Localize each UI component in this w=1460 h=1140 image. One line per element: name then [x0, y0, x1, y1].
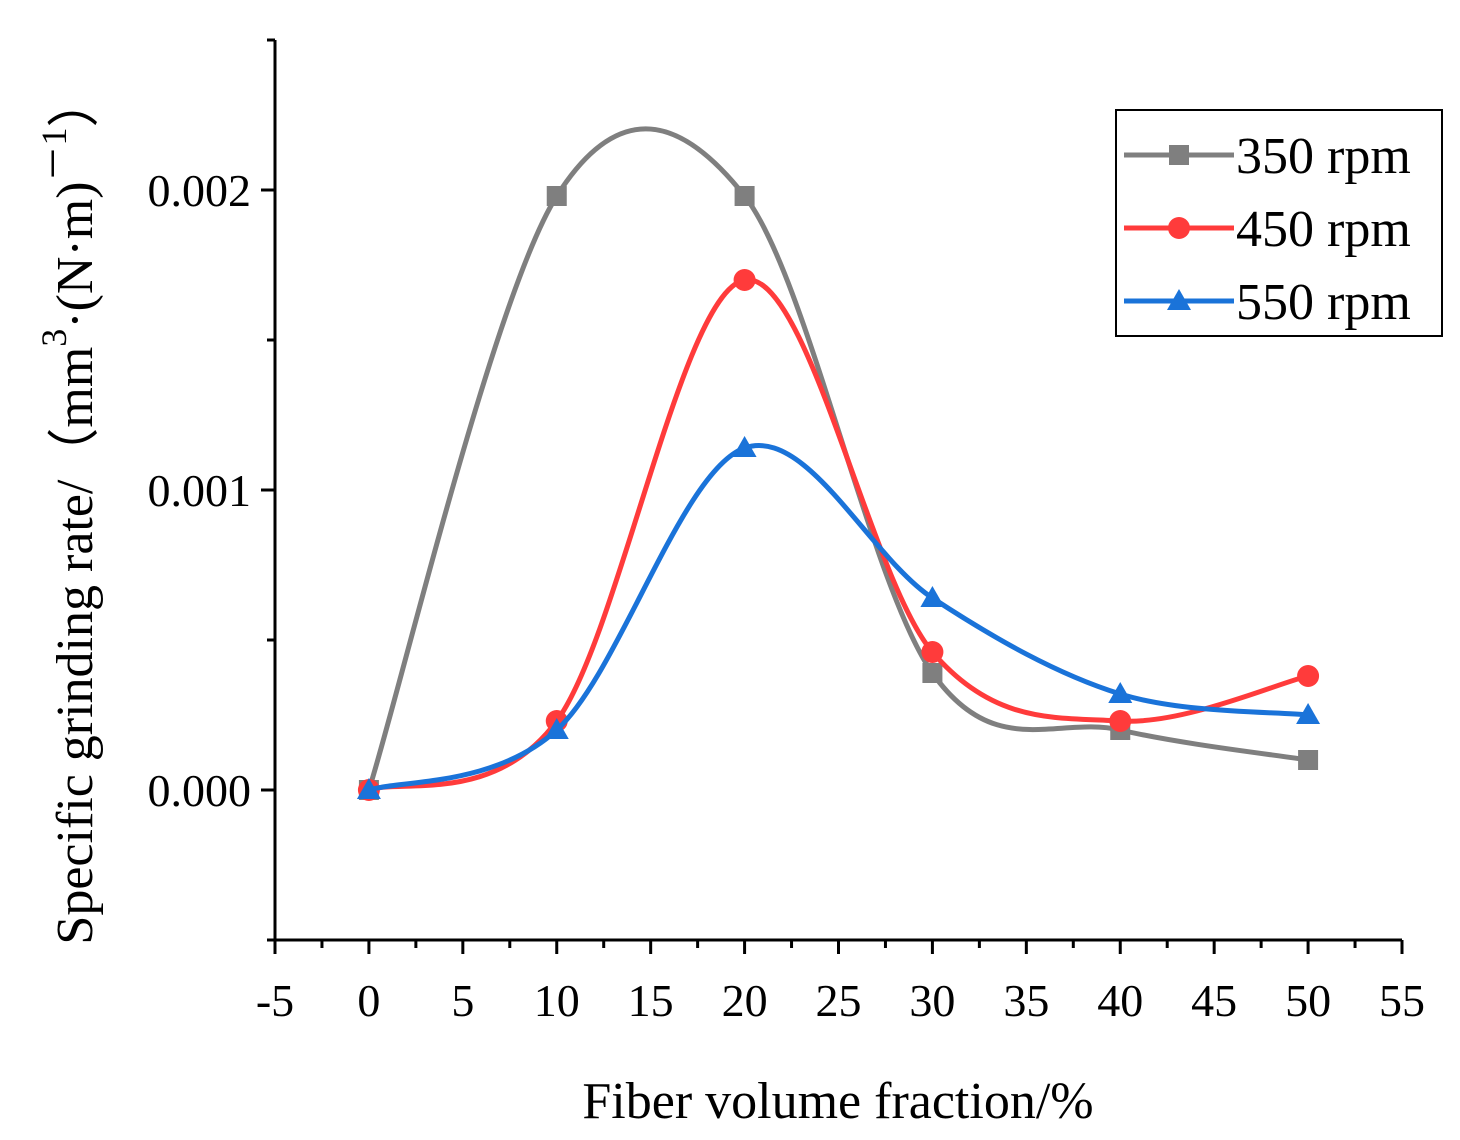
x-tick-label: -5	[256, 975, 294, 1026]
legend-marker	[1167, 289, 1191, 310]
data-point	[1109, 710, 1132, 732]
legend-label: 550 rpm	[1236, 274, 1411, 331]
y-axis-title-sup: 3	[34, 329, 74, 347]
x-tick-label: 50	[1285, 975, 1331, 1026]
legend-marker	[1169, 145, 1189, 165]
y-axis-title-end: ）	[47, 75, 104, 127]
x-tick-label: 10	[534, 975, 580, 1026]
series-3	[356, 436, 1321, 799]
data-point	[734, 186, 755, 206]
y-tick-label: 0.000	[148, 765, 252, 816]
x-tick-label: 45	[1191, 975, 1237, 1026]
y-tick-label: 0.002	[148, 165, 252, 216]
legend-item: 550 rpm	[1124, 274, 1411, 331]
data-point	[1296, 703, 1321, 724]
series-line	[368, 277, 1309, 793]
legend: 350 rpm 450 rpm 550 rpm	[1115, 109, 1443, 337]
x-tick-label: 55	[1379, 975, 1425, 1026]
series-layer	[356, 126, 1321, 801]
x-tick-label: 35	[1003, 975, 1049, 1026]
x-tick-label: 5	[451, 975, 474, 1026]
data-point	[1297, 665, 1320, 687]
y-axis-title: Specific grinding rate/（mm3·(N·m)－1）	[34, 75, 104, 944]
y-axis-title-sup2: －1	[34, 127, 74, 181]
legend-label: 450 rpm	[1236, 201, 1411, 258]
data-point	[922, 663, 943, 683]
data-point	[1108, 682, 1133, 703]
data-point	[920, 586, 945, 607]
series-2	[357, 269, 1320, 801]
x-tick-label: 40	[1097, 975, 1143, 1026]
legend-item: 350 rpm	[1124, 128, 1411, 185]
legend-label: 350 rpm	[1236, 128, 1411, 185]
y-axis-title-mid: ·(N·m)	[47, 181, 104, 328]
legend-item: 450 rpm	[1124, 201, 1411, 258]
x-axis-title: Fiber volume fraction/%	[582, 1073, 1093, 1130]
data-point	[546, 186, 567, 206]
x-tick-label: 25	[816, 975, 862, 1026]
y-axis-title-main: Specific grinding rate/（mm	[47, 347, 104, 945]
x-tick-label: 15	[628, 975, 674, 1026]
data-point	[1298, 750, 1319, 770]
x-tick-label: 0	[357, 975, 380, 1026]
x-axis: -5 0 5 10 15 20 25 30 35 40 45 50 55	[256, 940, 1425, 1026]
data-point	[733, 269, 756, 291]
data-point	[356, 778, 381, 799]
x-tick-label: 20	[722, 975, 768, 1026]
data-point	[921, 641, 944, 663]
y-axis: 0.000 0.001 0.002	[148, 38, 275, 942]
x-tick-label: 30	[909, 975, 955, 1026]
data-point	[732, 436, 757, 457]
legend-marker	[1168, 217, 1190, 239]
data-point	[544, 718, 569, 739]
y-tick-label: 0.001	[148, 465, 252, 516]
